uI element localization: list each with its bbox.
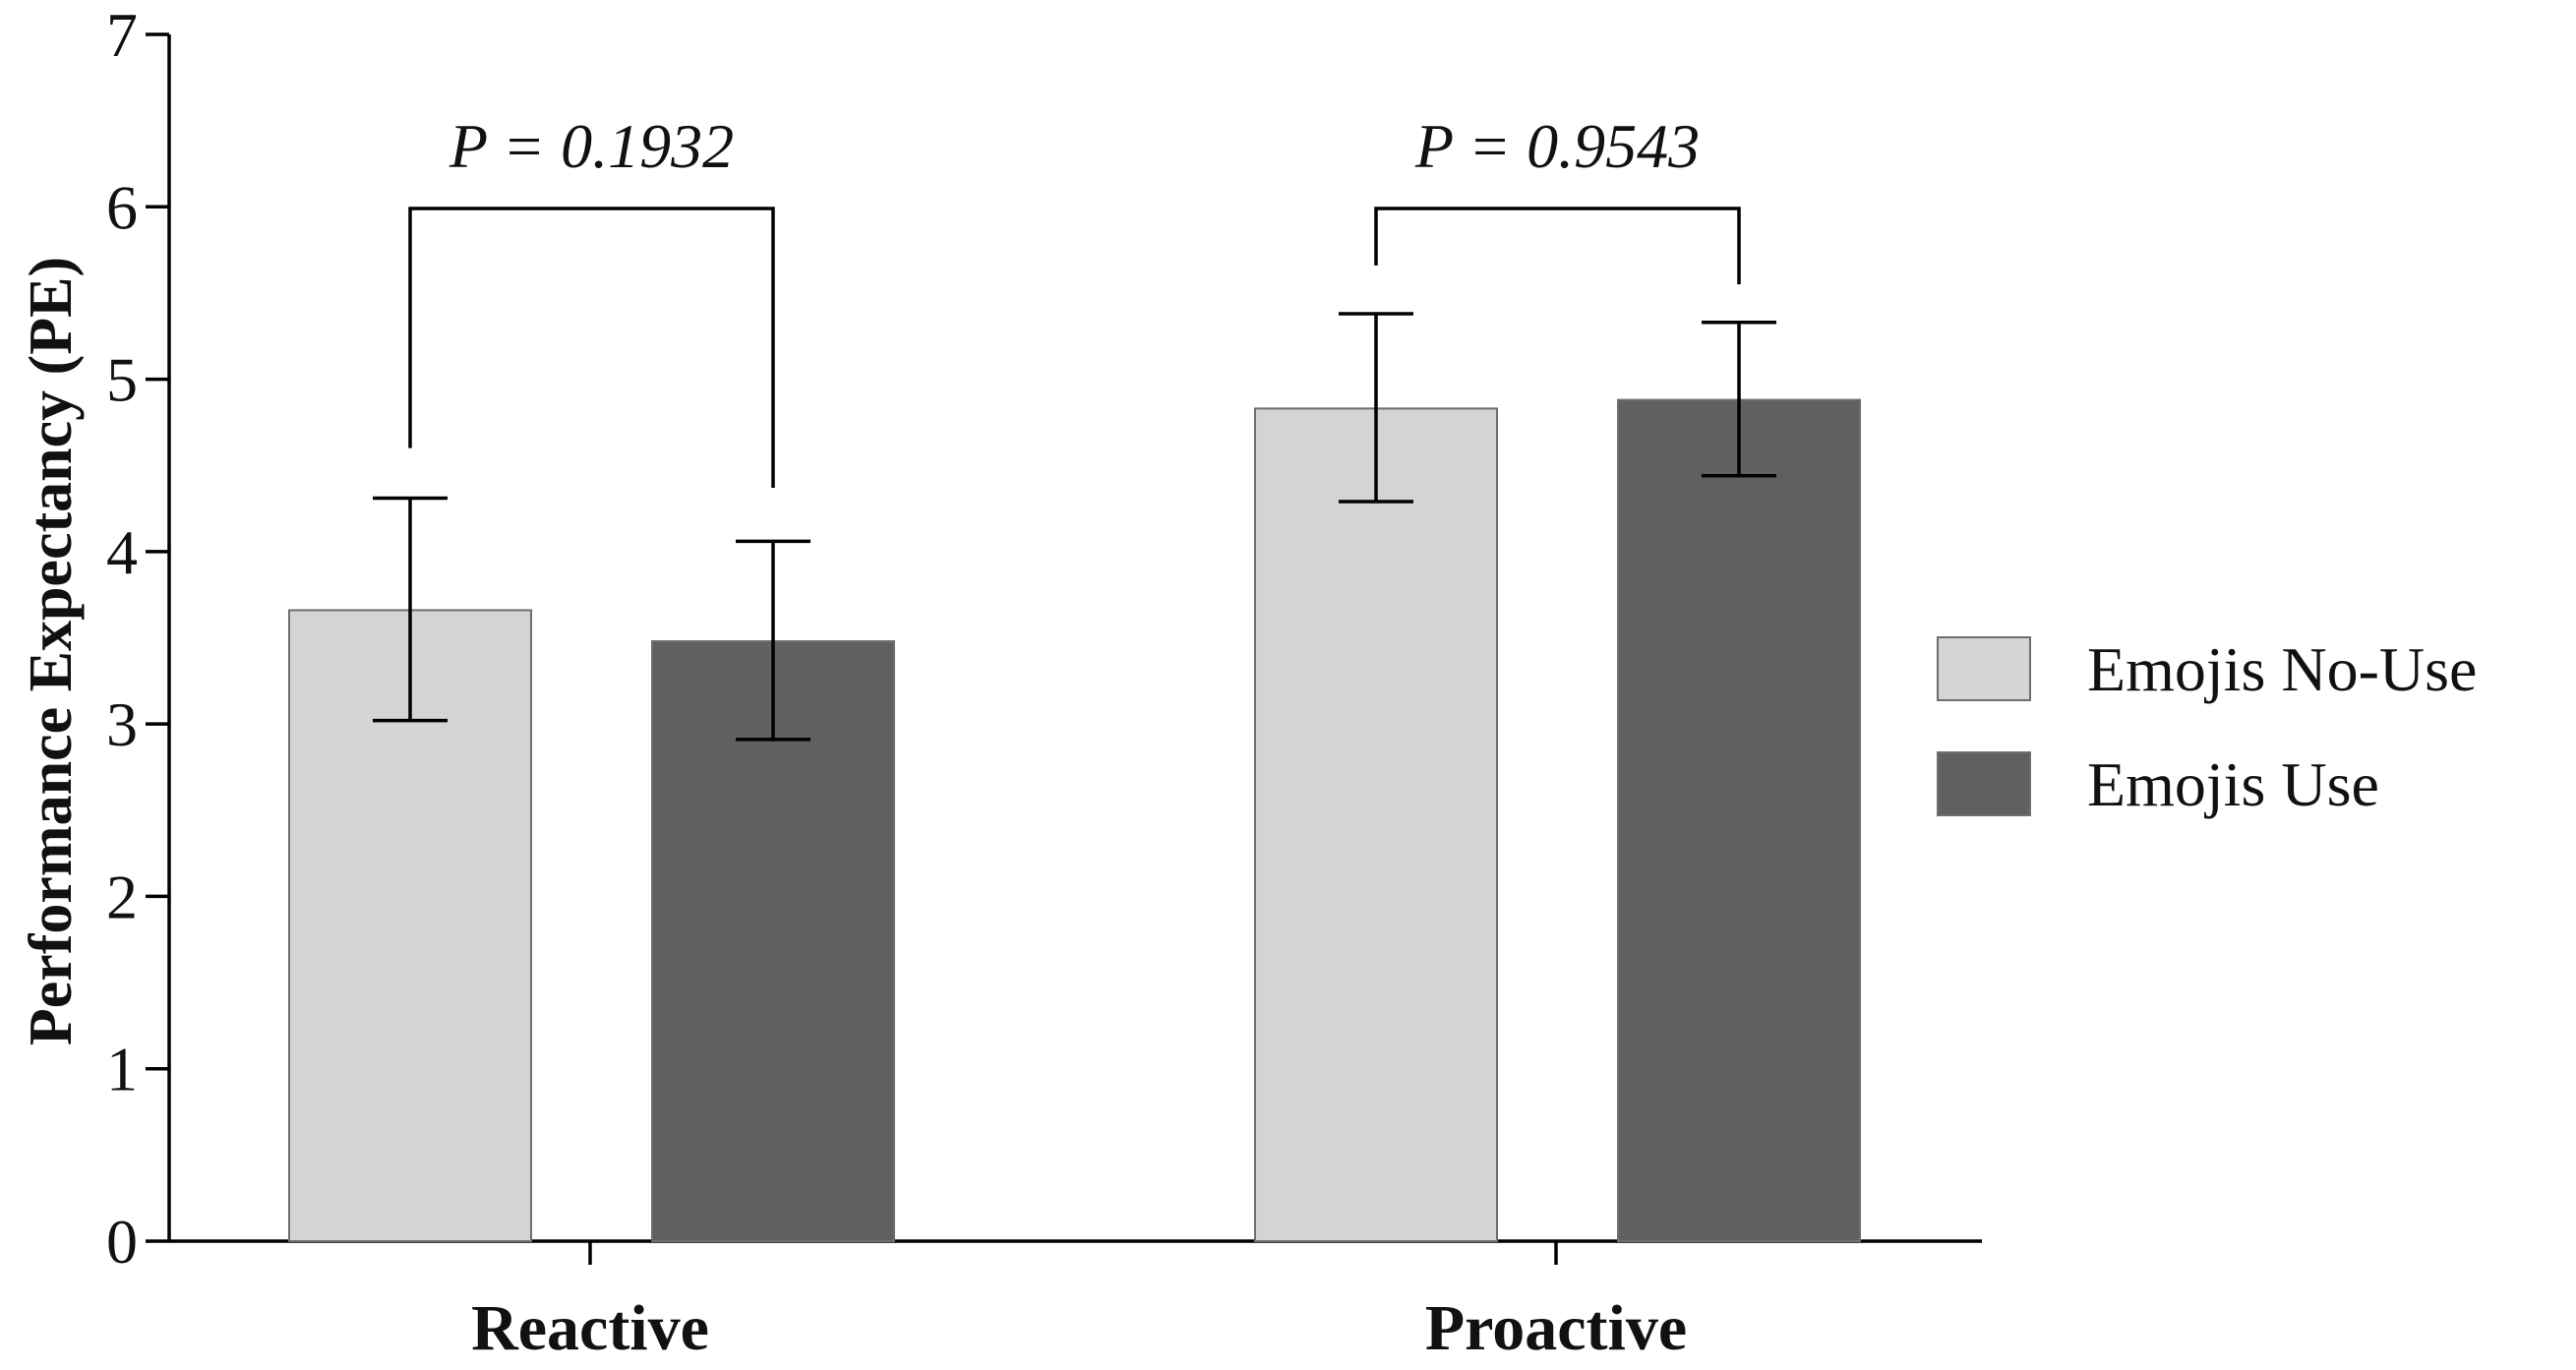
- y-tick-label: 5: [106, 345, 138, 415]
- significance-bracket: [1374, 207, 1741, 285]
- y-tick-label: 2: [106, 862, 138, 931]
- y-tick-label: 3: [106, 689, 138, 759]
- significance-bracket: [408, 207, 775, 489]
- y-tick-label: 0: [106, 1207, 138, 1277]
- y-tick-label: 4: [106, 517, 138, 587]
- legend: Emojis No-Use Emojis Use: [1937, 634, 2477, 819]
- y-axis: 0 1 2 3 4 5 6 7: [106, 0, 171, 1277]
- p-value-label: P = 0.9543: [1414, 111, 1700, 181]
- bar: [1254, 407, 1498, 1242]
- legend-swatch: [1937, 751, 2031, 816]
- legend-swatch: [1937, 636, 2031, 701]
- y-axis-title: Performance Expectancy (PE): [18, 257, 85, 1045]
- bar: [1617, 398, 1861, 1242]
- x-category-label: Reactive: [471, 1292, 709, 1364]
- y-tick-label: 1: [106, 1035, 138, 1104]
- x-axis: Reactive Proactive: [169, 1239, 1982, 1364]
- y-tick-label: 7: [106, 0, 138, 70]
- bars: [288, 398, 1861, 1242]
- significance-annotations: P = 0.1932 P = 0.9543: [408, 111, 1741, 489]
- bar: [651, 640, 895, 1242]
- p-value-label: P = 0.1932: [449, 111, 734, 181]
- legend-label: Emojis No-Use: [2087, 634, 2477, 704]
- error-bars: [373, 312, 1776, 742]
- x-category-label: Proactive: [1425, 1292, 1687, 1364]
- y-tick-label: 6: [106, 172, 138, 242]
- legend-label: Emojis Use: [2087, 749, 2379, 819]
